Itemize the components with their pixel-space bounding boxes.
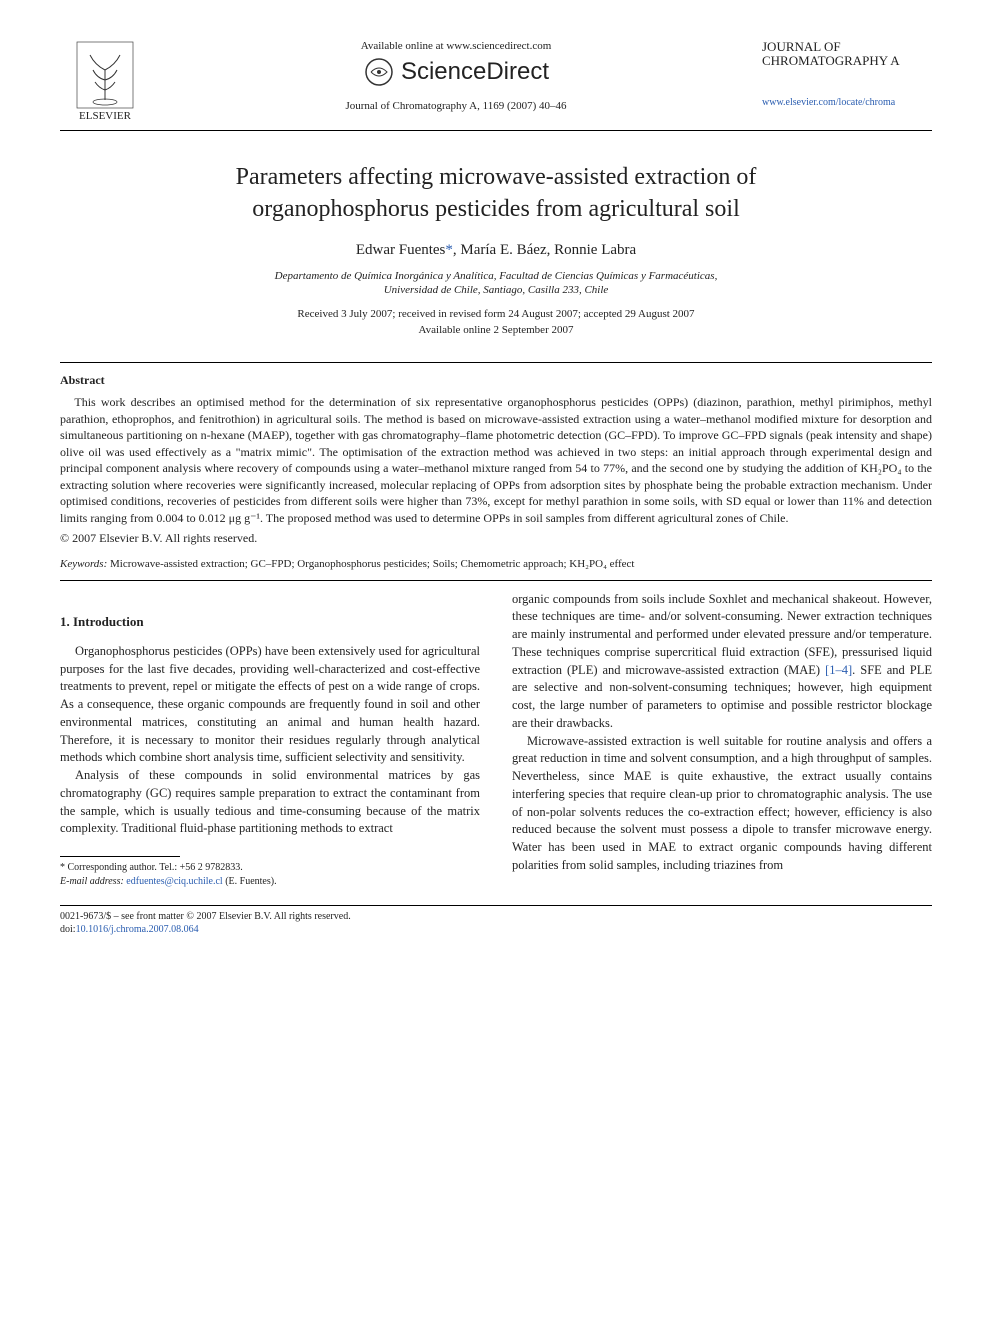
right-para-1: organic compounds from soils include Sox… (512, 591, 932, 733)
affil-line1: Departamento de Química Inorgánica y Ana… (275, 270, 718, 282)
affil-line2: Universidad de Chile, Santiago, Casilla … (384, 284, 609, 296)
footnote-block: * Corresponding author. Tel.: +56 2 9782… (60, 861, 480, 889)
journal-name-line2: CHROMATOGRAPHY A (762, 54, 932, 68)
publisher-block: ELSEVIER (60, 40, 150, 122)
right-para-2: Microwave-assisted extraction is well su… (512, 733, 932, 875)
author-3: Ronnie Labra (554, 242, 636, 258)
intro-para-2: Analysis of these compounds in solid env… (60, 767, 480, 838)
keywords-label: Keywords: (60, 558, 107, 570)
available-online-text: Available online at www.sciencedirect.co… (361, 40, 552, 52)
author-sep2: , (547, 242, 555, 258)
elsevier-tree-icon (75, 40, 135, 110)
article-dates: Received 3 July 2007; received in revise… (60, 307, 932, 338)
footnote-rule (60, 856, 180, 857)
dates-line1: Received 3 July 2007; received in revise… (297, 308, 694, 320)
email-label: E-mail address: (60, 876, 124, 887)
bottom-rule (60, 905, 932, 906)
ref-link-1-4[interactable]: [1–4] (825, 663, 852, 677)
author-1: Edwar Fuentes (356, 242, 446, 258)
abstract-bottom-rule (60, 580, 932, 581)
right-column: organic compounds from soils include Sox… (512, 591, 932, 890)
intro-para-1: Organophosphorus pesticides (OPPs) have … (60, 643, 480, 767)
section-1-heading: 1. Introduction (60, 613, 480, 631)
corresponding-marker: * (445, 242, 453, 258)
header-rule (60, 130, 932, 131)
affiliation: Departamento de Química Inorgánica y Ana… (60, 269, 932, 298)
abstract-copyright: © 2007 Elsevier B.V. All rights reserved… (60, 531, 932, 546)
sciencedirect-wordmark: ScienceDirect (401, 58, 549, 86)
authors-line: Edwar Fuentes*, María E. Báez, Ronnie La… (60, 242, 932, 259)
email-tail: (E. Fuentes). (223, 876, 277, 887)
keywords-line: Keywords: Microwave-assisted extraction;… (60, 558, 932, 570)
dates-line2: Available online 2 September 2007 (419, 324, 574, 336)
title-line2: organophosphorus pesticides from agricul… (252, 196, 739, 222)
body-columns: 1. Introduction Organophosphorus pestici… (60, 591, 932, 890)
journal-url[interactable]: www.elsevier.com/locate/chroma (762, 97, 932, 108)
sciencedirect-icon (363, 56, 395, 88)
publisher-name: ELSEVIER (79, 110, 131, 122)
bottom-info: 0021-9673/$ – see front matter © 2007 El… (60, 910, 932, 936)
title-line1: Parameters affecting microwave-assisted … (236, 164, 757, 190)
abstract-top-rule (60, 362, 932, 363)
author-2: María E. Báez (460, 242, 546, 258)
keywords-text: Microwave-assisted extraction; GC–FPD; O… (107, 558, 634, 570)
doi-link[interactable]: 10.1016/j.chroma.2007.08.064 (76, 924, 199, 935)
article-title: Parameters affecting microwave-assisted … (60, 161, 932, 226)
left-column: 1. Introduction Organophosphorus pestici… (60, 591, 480, 890)
page-header: ELSEVIER Available online at www.science… (60, 40, 932, 122)
journal-name-line1: JOURNAL OF (762, 40, 932, 54)
journal-block: JOURNAL OF CHROMATOGRAPHY A www.elsevier… (762, 40, 932, 108)
abstract-heading: Abstract (60, 373, 932, 388)
header-center: Available online at www.sciencedirect.co… (150, 40, 762, 112)
doi-prefix: doi: (60, 924, 76, 935)
corresponding-author-line: * Corresponding author. Tel.: +56 2 9782… (60, 861, 480, 875)
corresponding-email[interactable]: edfuentes@ciq.uchile.cl (124, 876, 223, 887)
front-matter-line: 0021-9673/$ – see front matter © 2007 El… (60, 910, 932, 923)
citation-line: Journal of Chromatography A, 1169 (2007)… (345, 100, 566, 112)
sciencedirect-row: ScienceDirect (363, 56, 549, 88)
abstract-body: This work describes an optimised method … (60, 394, 932, 526)
